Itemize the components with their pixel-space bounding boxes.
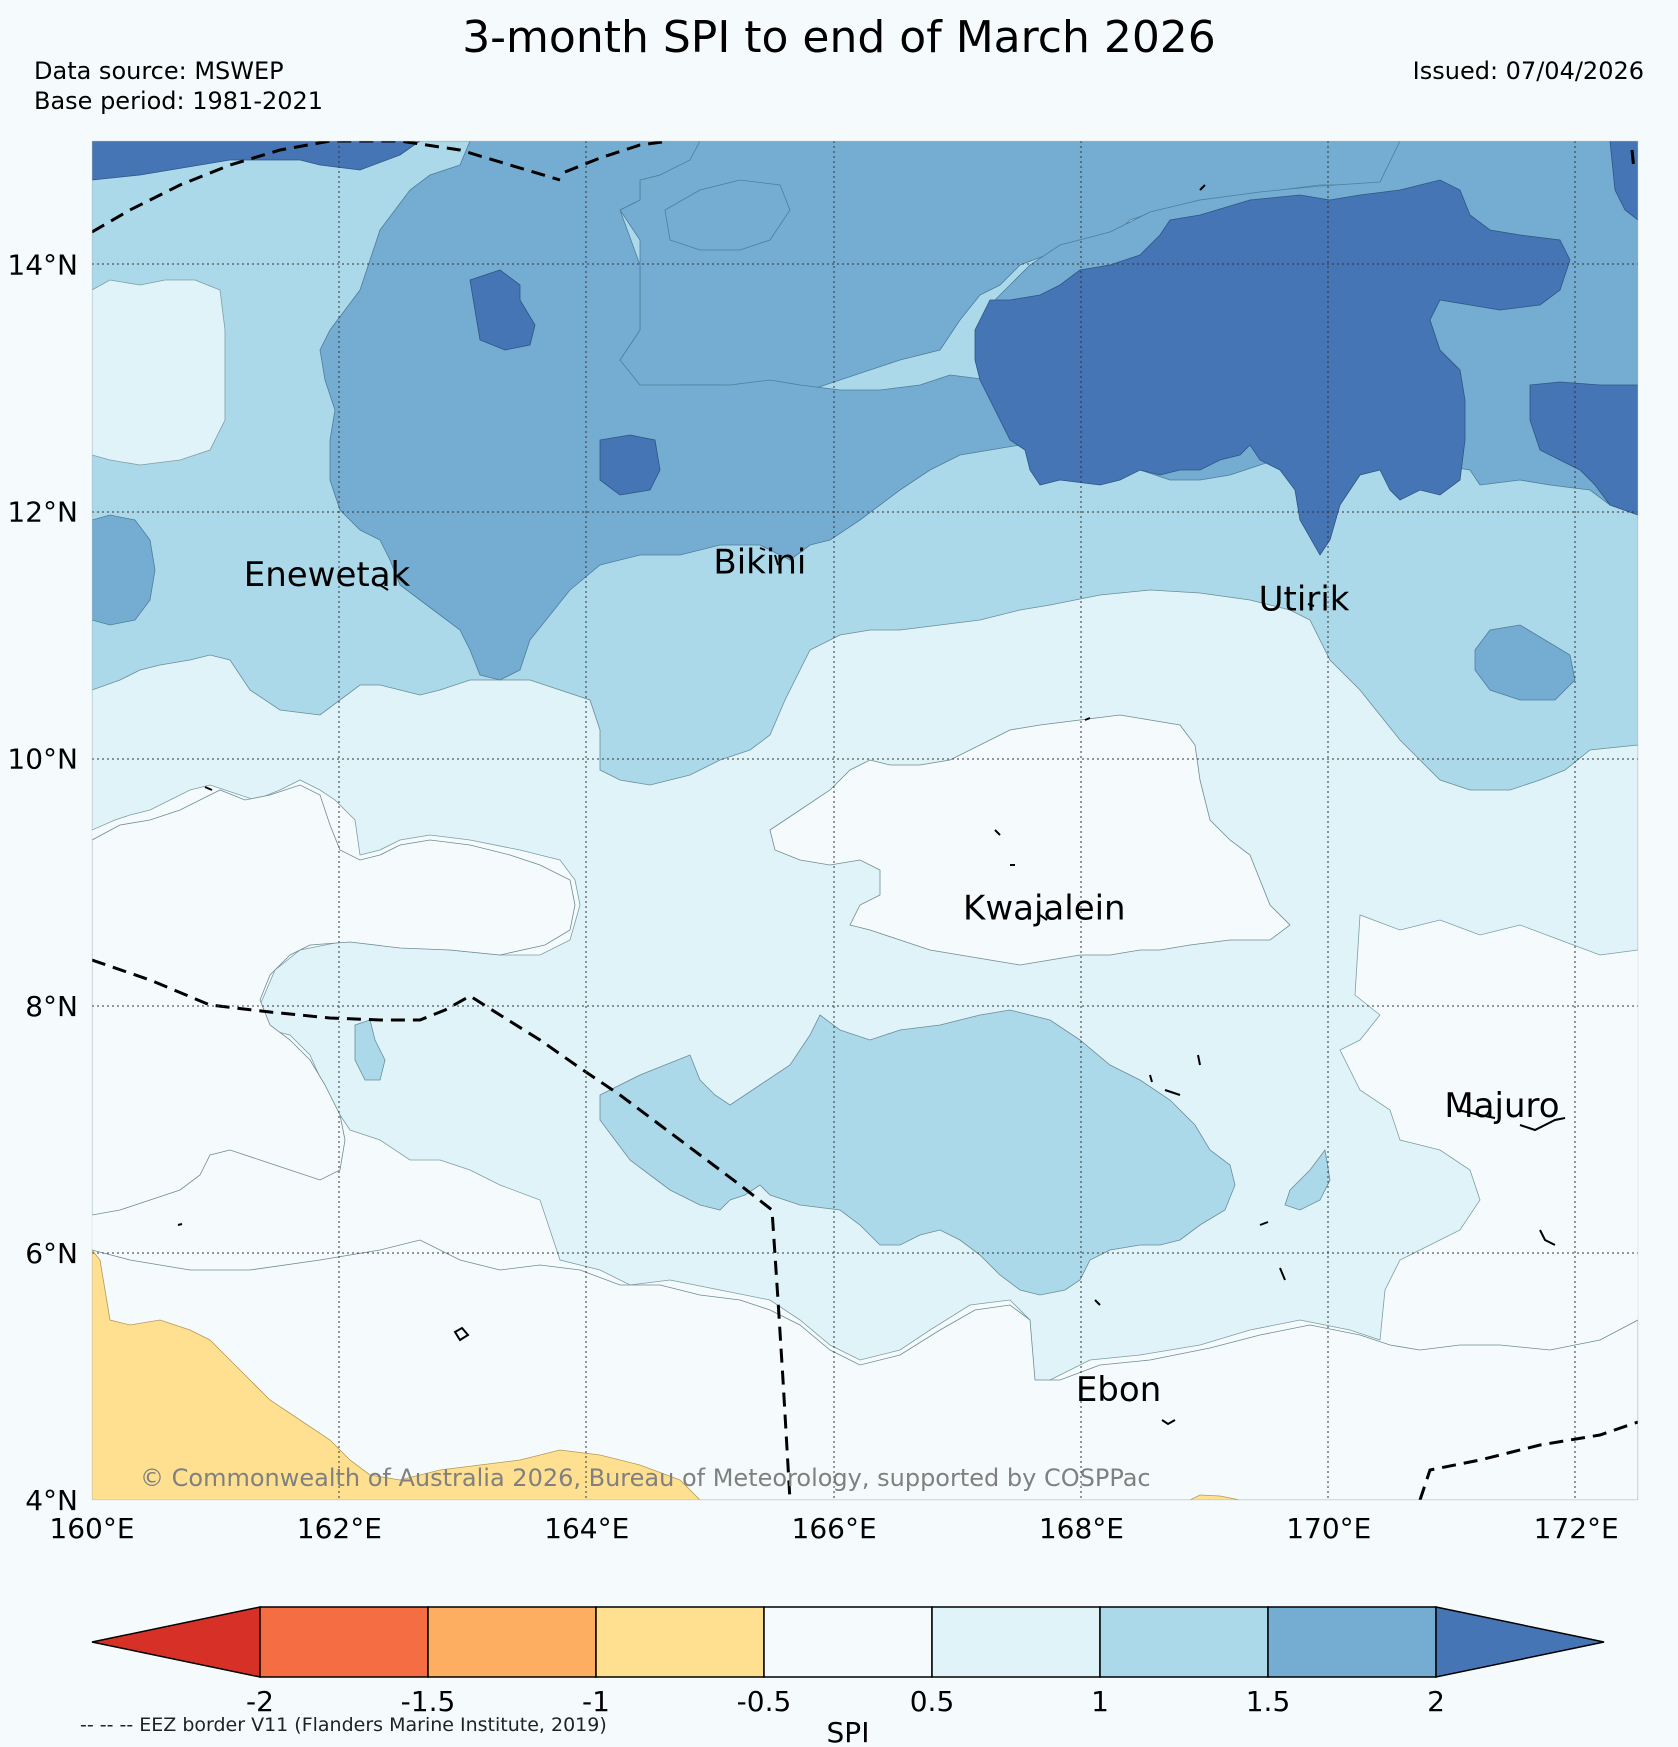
eez-border-southeast [1418,1420,1638,1500]
colorbar-tick-label: 1 [1091,1685,1109,1718]
lat-tick-label: 14°N [7,249,78,282]
place-label-majuro: Majuro [1444,1086,1559,1126]
spi-gt-2-patch-a [469,269,536,351]
island-misc-c [1084,184,1206,721]
colorbar-label: SPI [827,1716,870,1747]
lon-tick-label: 162°E [297,1512,382,1545]
lat-tick-label: 6°N [25,1237,78,1270]
island-misc-d [453,1326,470,1342]
spi-dry-patch [1189,1494,1241,1500]
issued-date: Issued: 07/04/2026 [1412,57,1644,85]
spi-dry-region [92,1249,701,1500]
islands [177,184,1566,1426]
colorbar-segment [427,1606,597,1678]
spi-0.5-1-patch-northwest [92,279,226,466]
lat-tick-label: 8°N [25,990,78,1023]
data-source: Data source: MSWEP [34,57,284,85]
colorbar-segment [1267,1606,1437,1678]
colorbar-tick-label: 0.5 [910,1685,955,1718]
colorbar-extend-low [91,1606,261,1678]
colorbar-tick-label: -2 [246,1685,274,1718]
colorbar-tick-label: -1.5 [401,1685,456,1718]
colorbar-segment [1099,1606,1269,1678]
colorbar: -2 -1.5 -1 -0.5 0.5 1 1.5 2 [91,1606,1605,1718]
island-misc-f [1094,1221,1269,1306]
eez-borders [92,141,1638,1500]
spi-1.5-2-patch-east [1474,624,1576,701]
neutral-region-west [92,784,576,1216]
eez-border-north-west [92,141,561,234]
eez-border-west-south [92,958,792,1500]
eez-border-north-centre [564,141,671,174]
eez-border-east-edge [1630,149,1636,171]
place-labels: Enewetak Bikini Utirik Kwajalein Majuro Ebon [244,542,1560,1410]
lon-tick-label: 166°E [792,1512,877,1545]
spi-gt-2-region [974,179,1571,556]
colorbar-segment [259,1606,429,1678]
place-label-bikini: Bikini [713,542,806,582]
place-label-utirik: Utirik [1259,579,1350,619]
colorbar-segment [595,1606,765,1678]
island-utirik [1307,603,1315,607]
island-misc-b [1279,1229,1556,1281]
neutral-region-south [92,1239,1638,1500]
spi-gt-2-patch-b [599,434,661,496]
spi-1-1.5-patch-b [1284,1149,1331,1211]
spi-1-1.5-south [599,1009,1236,1296]
eez-footnote: -- -- -- EEZ border V11 (Flanders Marine… [80,1714,607,1736]
lon-tick-label: 172°E [1534,1512,1619,1545]
place-label-kwajalein: Kwajalein [963,888,1126,928]
colorbar-tick-label: 1.5 [1246,1685,1291,1718]
latitude-tick-labels: 4°N 6°N 8°N 10°N 12°N 14°N [7,249,78,1517]
colorbar-segment [763,1606,933,1678]
base-period: Base period: 1981-2021 [34,87,324,115]
spi-gt-2-northeast [1609,141,1638,221]
colorbar-tick-label: -1 [582,1685,610,1718]
spi-gt-2-east [1529,381,1638,516]
place-label-ebon: Ebon [1076,1370,1161,1410]
island-ebon [1161,1419,1176,1426]
island-majuro [1457,1109,1566,1132]
spi-fill [92,141,1638,1500]
lat-tick-label: 4°N [25,1484,78,1517]
place-label-enewetak: Enewetak [244,555,411,595]
colorbar-tick-label: 2 [1427,1685,1445,1718]
longitude-tick-labels: 160°E 162°E 164°E 166°E 168°E 170°E 172°E [49,1512,1618,1545]
island-misc-e [177,786,213,1226]
copyright-credit: © Commonwealth of Australia 2026, Bureau… [140,1464,1151,1492]
lat-tick-label: 10°N [7,743,78,776]
neutral-region-centre [769,714,1291,966]
spi-1.5-2-patch-north [664,179,791,251]
map-frame [91,140,1639,1501]
spi-1-1.5-patch-a [354,1019,386,1081]
lon-tick-label: 160°E [49,1512,134,1545]
lon-tick-label: 164°E [544,1512,629,1545]
lat-tick-label: 12°N [7,496,78,529]
lon-tick-label: 170°E [1286,1512,1371,1545]
island-kwajalein [994,829,1048,921]
colorbar-segment [931,1606,1101,1678]
metadata: Data source: MSWEP Base period: 1981-202… [34,56,323,116]
gridlines [92,141,1638,1500]
lon-tick-label: 168°E [1039,1512,1124,1545]
spi-gt-2-northwest [92,141,421,181]
island-enewetak [379,574,389,591]
spi-1.5-2-patch-west [92,514,156,626]
island-misc-a [1149,1054,1201,1096]
map-title: 3-month SPI to end of March 2026 [462,12,1216,63]
colorbar-tick-label: -0.5 [737,1685,792,1718]
colorbar-extend-high [1435,1606,1605,1678]
island-bikini [759,547,779,566]
spi-1.5-2-west [92,141,1071,681]
